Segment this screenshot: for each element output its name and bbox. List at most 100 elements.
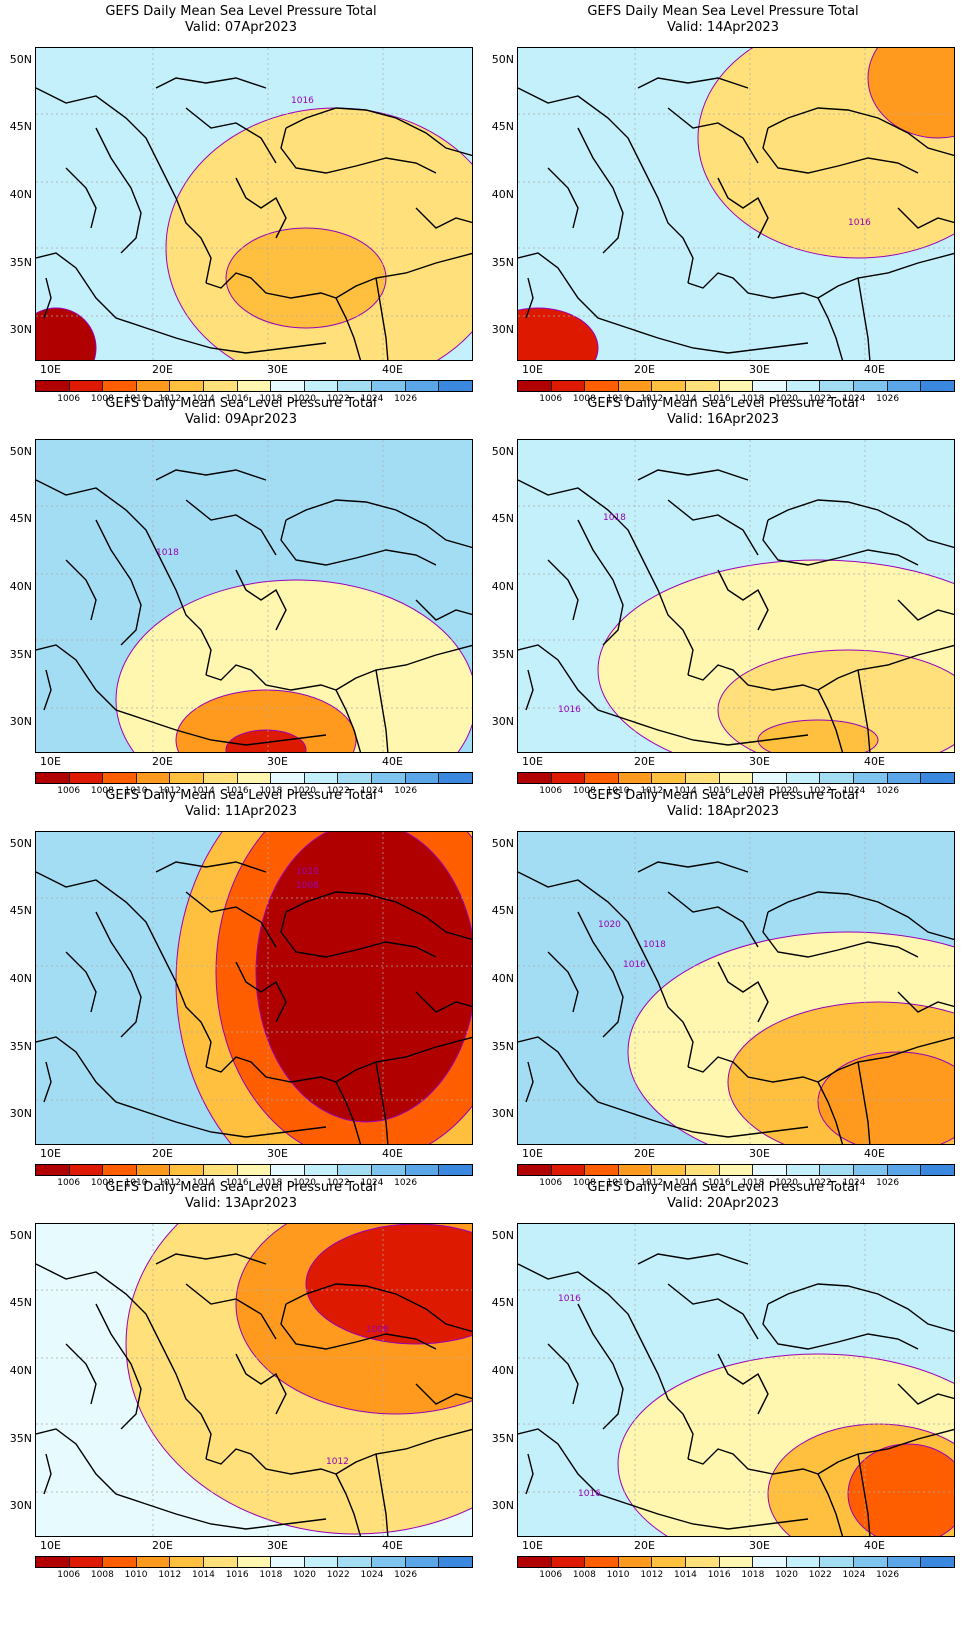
coastline [280,519,437,566]
latitude-label: 30N [9,1107,32,1120]
longitude-label: 20E [152,363,173,376]
latitude-label: 30N [9,1499,32,1512]
colorbar-tick-label: 1024 [360,394,384,404]
colorbar-tick-label: 1006 [57,1570,81,1580]
panel-title-text: GEFS Daily Mean Sea Level Pressure Total [105,788,377,803]
latitude-label: 45N [9,512,32,525]
latitude-label: 50N [9,445,32,458]
coastline [65,167,97,229]
coastline [43,1061,52,1103]
longitude-label: 40E [864,755,885,768]
colorbar-tick-label: 1016 [225,786,249,796]
coastline [95,911,142,1038]
coastline [415,1383,472,1405]
coastline [667,1283,759,1340]
coastline [717,1353,769,1415]
colorbar-swatch [887,773,922,783]
colorbar-swatch [271,1557,305,1567]
coastline [335,689,362,752]
colorbar-swatch [618,1557,653,1567]
colorbar-swatch [372,381,406,391]
longitude-label: 20E [634,1147,655,1160]
colorbar-swatch [518,773,552,783]
pressure-field: 1018 [36,440,472,752]
latitude-label: 35N [491,648,514,661]
colorbar-tick-label: 1020 [293,1570,316,1580]
colorbar-tick-label: 1016 [707,394,731,404]
colorbar-swatch [820,773,855,783]
coastline [335,1473,362,1536]
colorbar-swatch [719,381,754,391]
contour-label: 1016 [623,960,646,970]
coastline [375,669,389,752]
latitude-label: 50N [9,837,32,850]
colorbar-tick-label: 1018 [741,1570,765,1580]
pressure-contour-region [225,227,387,329]
colorbar-swatch [69,773,104,783]
map-panel: GEFS Daily Mean Sea Level Pressure Total… [0,784,482,1194]
coastline [817,689,844,752]
pressure-contour-region [867,48,954,139]
latitude-label: 30N [491,1107,514,1120]
colorbar-tick-label: 1018 [259,1570,283,1580]
latitude-label: 45N [491,904,514,917]
coastline [36,871,212,1068]
longitude-label: 20E [152,755,173,768]
colorbar-swatch [103,381,137,391]
coastline [547,1343,579,1405]
colorbar-tick-label: 1024 [842,394,866,404]
colorbar [35,1556,473,1568]
coastline [687,664,819,691]
colorbar-tick-label: 1024 [360,1570,384,1580]
colorbar-tick-label: 1008 [90,786,114,796]
pressure-contour-region [255,832,472,1123]
colorbar-tick-label: 1020 [293,394,316,404]
coastline [205,664,337,691]
pressure-field: 1010 1008 [36,832,472,1144]
coastline [335,297,362,360]
coastline [577,519,624,646]
coastline [65,951,97,1013]
longitude-label: 10E [40,755,61,768]
latitude-label: 30N [9,715,32,728]
colorbar-labels: 1006 1008 1010 1012 1014 1016 1018 1020 1022 1024… [517,1178,955,1190]
colorbar-tick-label: 1018 [741,1178,765,1188]
panel-title: GEFS Daily Mean Sea Level Pressure Total… [482,788,964,820]
colorbar-swatch [439,1165,472,1175]
colorbar-swatch [136,1557,171,1567]
coastline [525,277,534,319]
coastline [285,499,472,549]
colorbar-swatch [786,1165,821,1175]
colorbar-tick-label: 1018 [259,786,283,796]
coastline [762,911,919,958]
latitude-label: 40N [9,1364,32,1377]
map-plot: 1018 [35,439,473,753]
longitude-label: 20E [634,755,655,768]
latitude-label: 35N [9,1040,32,1053]
colorbar-tick-label: 1010 [606,1178,630,1188]
colorbar-swatch [753,381,787,391]
coastline [525,1453,534,1495]
map-plot: 1018 1016 [517,439,955,753]
contour-label: 1016 [848,218,871,228]
colorbar-tick-label: 1014 [192,786,215,796]
coastline [335,1428,472,1475]
colorbar-tick-label: 1016 [707,786,731,796]
coastline [717,961,769,1023]
colorbar-swatch [753,1557,787,1567]
latitude-label: 50N [491,445,514,458]
contour-label: 1016 [558,705,581,715]
colorbar-swatch [36,773,70,783]
panel-title: GEFS Daily Mean Sea Level Pressure Total… [0,4,482,36]
coastline [205,272,337,299]
colorbar-swatch [36,1557,70,1567]
colorbar-tick-label: 1026 [876,1570,900,1580]
colorbar [35,772,473,784]
coastline [767,499,954,549]
coastline [547,167,579,229]
colorbar-swatch [204,1557,238,1567]
coastline [637,469,749,481]
colorbar-swatch [652,773,687,783]
colorbar-tick-label: 1020 [293,786,316,796]
coastline [667,891,759,948]
